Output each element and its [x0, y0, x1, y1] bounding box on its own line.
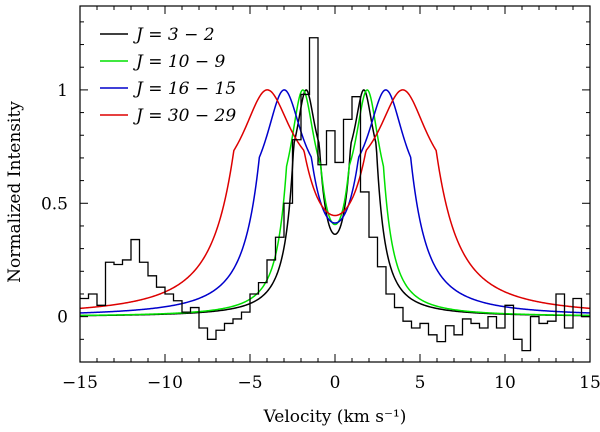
legend: J = 3 − 2 J = 10 − 9 J = 16 − 15 J = 30 − 2… — [100, 25, 236, 126]
legend-label: J = 10 − 9 — [133, 52, 226, 72]
x-axis-label: Velocity (km s⁻¹) — [263, 407, 407, 427]
x-tick-label: 0 — [330, 373, 341, 393]
tick-labels-group: −15 −10 −5 0 5 10 15 0 0.5 1 — [41, 81, 600, 393]
legend-label: J = 16 − 15 — [133, 79, 236, 99]
y-axis-label: Normalized Intensity — [5, 101, 25, 283]
legend-label: J = 30 − 29 — [133, 106, 236, 126]
y-tick-label: 0.5 — [41, 194, 68, 214]
y-tick-label: 0 — [57, 308, 68, 328]
series-group — [80, 37, 590, 352]
x-tick-label: 10 — [494, 373, 516, 393]
x-tick-label: 5 — [415, 373, 426, 393]
legend-label: J = 3 − 2 — [133, 25, 215, 45]
x-tick-label: 15 — [579, 373, 600, 393]
x-tick-label: −15 — [62, 373, 98, 393]
ticks-group — [79, 6, 591, 362]
series-observed — [80, 37, 590, 352]
x-tick-label: −5 — [237, 373, 262, 393]
x-tick-label: −10 — [147, 373, 183, 393]
y-tick-label: 1 — [57, 81, 68, 101]
